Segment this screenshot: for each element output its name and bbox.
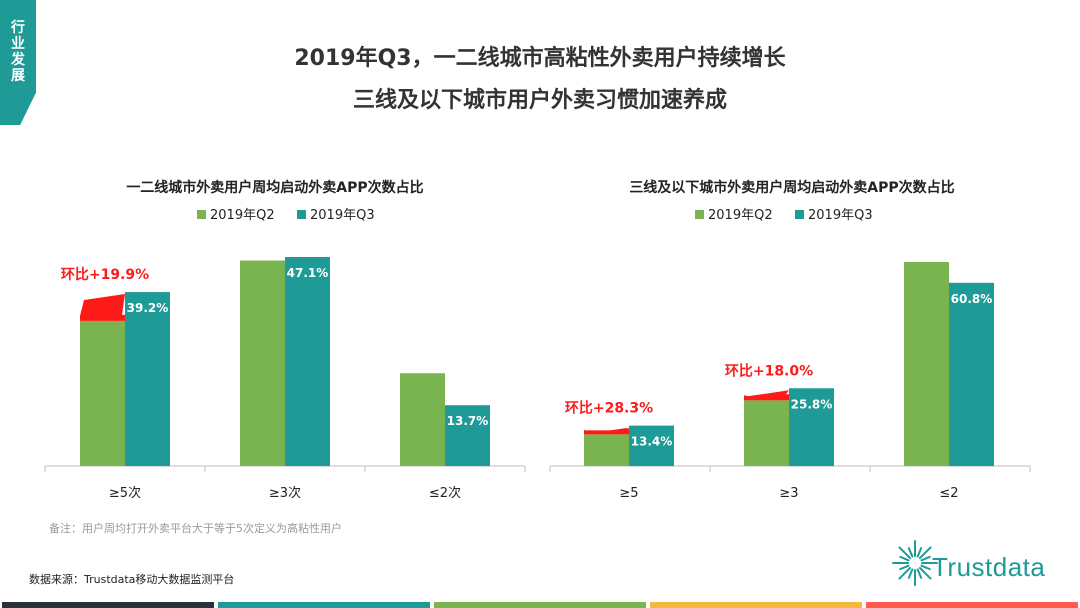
tag-char: 行: [11, 20, 25, 36]
growth-annotation: 环比+18.0%: [725, 362, 813, 379]
sunburst-ray: [907, 547, 914, 558]
footnote: 备注：用户周均打开外卖平台大于等于5次定义为高粘性用户: [49, 522, 342, 535]
footer-bar-segment: [2, 602, 214, 608]
bar-q2: [240, 260, 285, 466]
bar-q3: [285, 257, 330, 466]
x-tick-label: ≤2: [939, 486, 958, 501]
chart-title: 三线及以下城市外卖用户周均启动外卖APP次数占比: [629, 179, 954, 196]
increase-arrow-base: [80, 316, 125, 321]
growth-annotation: 环比+28.3%: [565, 400, 653, 417]
category-tag: [0, 0, 36, 125]
sunburst-ray: [899, 564, 910, 571]
legend-label: 2019年Q3: [310, 208, 375, 223]
data-label: 25.8%: [791, 397, 833, 411]
tag-char: 展: [11, 68, 25, 84]
sunburst-ray: [918, 566, 932, 580]
tag-char: 业: [11, 36, 25, 52]
bar-q2: [584, 434, 629, 466]
bar-q2: [904, 262, 949, 466]
data-label: 39.2%: [127, 301, 169, 315]
footer-bar-segment: [650, 602, 862, 608]
footer-bar-segment: [218, 602, 430, 608]
tag-char: 发: [11, 52, 25, 68]
bar-q3: [629, 425, 674, 466]
chart-1: 一二线城市外卖用户周均启动外卖APP次数占比 2019年Q2 2019年Q3 39.2…: [44, 179, 526, 501]
data-label: 47.1%: [287, 266, 329, 280]
legend-swatch: [197, 210, 206, 219]
logo-text: Trustdata: [932, 552, 1046, 582]
data-source: 数据来源：Trustdata移动大数据监测平台: [29, 573, 235, 586]
bar-q2: [744, 400, 789, 466]
increase-arrow: [744, 390, 789, 398]
footer-bar-segment: [434, 602, 646, 608]
x-tick-label: ≥3: [779, 486, 798, 501]
data-label: 60.8%: [951, 292, 993, 306]
bar-q2: [80, 320, 125, 466]
bar-q3: [445, 405, 490, 466]
sunburst-ray: [920, 564, 931, 571]
sunburst-ray: [916, 547, 923, 558]
sunburst-ray: [899, 555, 910, 562]
category-tag-label: 行 业 发 展: [0, 20, 36, 84]
data-label: 13.4%: [631, 435, 673, 449]
bar-q3: [949, 282, 994, 466]
legend-swatch: [795, 210, 804, 219]
sunburst-logo-icon: [892, 540, 938, 586]
legend-label: 2019年Q3: [808, 208, 873, 223]
page-title-line1: 2019年Q3，一二线城市高粘性外卖用户持续增长: [294, 46, 786, 71]
sunburst-ray: [907, 568, 914, 579]
sunburst-ray: [916, 568, 923, 579]
legend-label: 2019年Q2: [210, 208, 275, 223]
sunburst-ray: [898, 566, 912, 580]
sunburst-ray: [918, 546, 932, 560]
legend-label: 2019年Q2: [708, 208, 773, 223]
bar-q2: [400, 373, 445, 466]
legend-swatch: [695, 210, 704, 219]
sunburst-ray: [898, 546, 912, 560]
x-tick-label: ≥3次: [269, 485, 301, 501]
page-title-line2: 三线及以下城市用户外卖习惯加速养成: [352, 88, 727, 113]
data-label: 13.7%: [447, 414, 489, 428]
trustdata-logo: Trustdata: [890, 538, 1070, 588]
legend-swatch: [297, 210, 306, 219]
x-tick-label: ≥5: [619, 486, 638, 501]
increase-arrow-base: [584, 430, 629, 435]
increase-arrow: [80, 294, 125, 318]
bar-q3: [789, 388, 834, 466]
x-tick-label: ≥5次: [109, 485, 141, 501]
growth-annotation: 环比+19.9%: [61, 266, 149, 283]
chart-title: 一二线城市外卖用户周均启动外卖APP次数占比: [126, 179, 423, 196]
x-tick-label: ≤2次: [429, 485, 461, 501]
increase-arrow-base: [744, 396, 789, 401]
chart-2: 三线及以下城市外卖用户周均启动外卖APP次数占比 2019年Q2 2019年Q3 13…: [549, 179, 1031, 501]
footer-bar-segment: [866, 602, 1078, 608]
sunburst-ray: [920, 555, 931, 562]
bar-q3: [125, 292, 170, 466]
